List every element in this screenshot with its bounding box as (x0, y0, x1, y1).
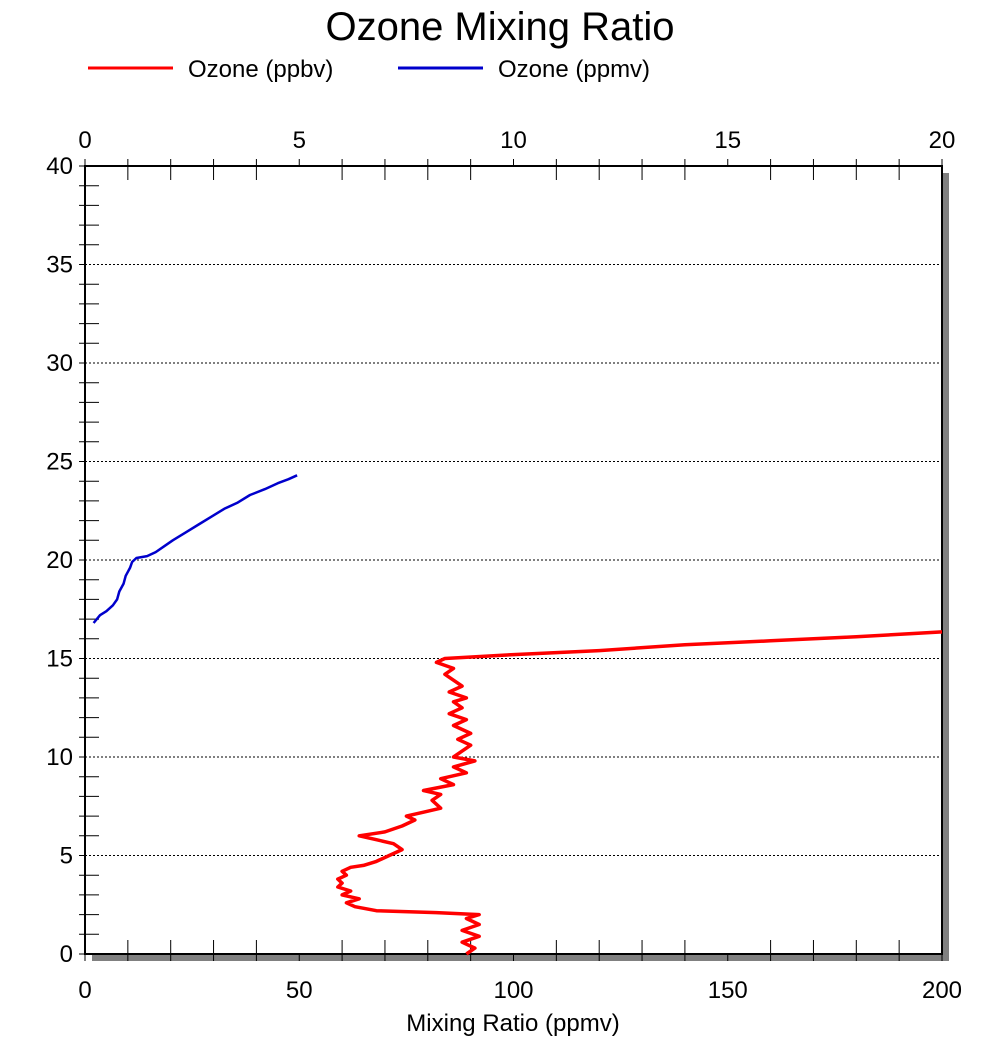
bottom-tick-label: 200 (922, 977, 962, 1004)
top-tick-label: 10 (500, 127, 527, 154)
series-line-ozone-ppmv (92, 474, 298, 624)
y-tick-label: 30 (46, 350, 73, 377)
top-tick-label: 15 (714, 127, 741, 154)
top-tick-label: 20 (929, 127, 956, 154)
y-tick-label: 0 (60, 941, 73, 968)
y-tick-label: 20 (46, 547, 73, 574)
y-tick-label: 25 (46, 449, 73, 476)
x-axis-title: Mixing Ratio (ppmv) (406, 1010, 619, 1037)
y-tick-label: 5 (60, 843, 73, 870)
bottom-tick-label: 150 (708, 977, 748, 1004)
legend: Ozone (ppbv) Ozone (ppmv) (88, 56, 650, 83)
bottom-tick-label: 100 (493, 977, 533, 1004)
series-line-ozone-ppbv (336, 630, 943, 956)
y-tick-label: 40 (46, 153, 73, 180)
legend-label: Ozone (ppmv) (498, 56, 650, 83)
ticks (79, 159, 943, 961)
y-tick-label: 15 (46, 646, 73, 673)
top-tick-label: 0 (78, 127, 91, 154)
bottom-tick-label: 50 (286, 977, 313, 1004)
legend-label: Ozone (ppbv) (188, 56, 333, 83)
y-tick-label: 35 (46, 252, 73, 279)
chart-title: Ozone Mixing Ratio (325, 5, 674, 49)
top-tick-label: 5 (293, 127, 306, 154)
gridlines (85, 264, 942, 856)
series (92, 474, 943, 956)
bottom-tick-label: 0 (78, 977, 91, 1004)
y-tick-label: 10 (46, 744, 73, 771)
